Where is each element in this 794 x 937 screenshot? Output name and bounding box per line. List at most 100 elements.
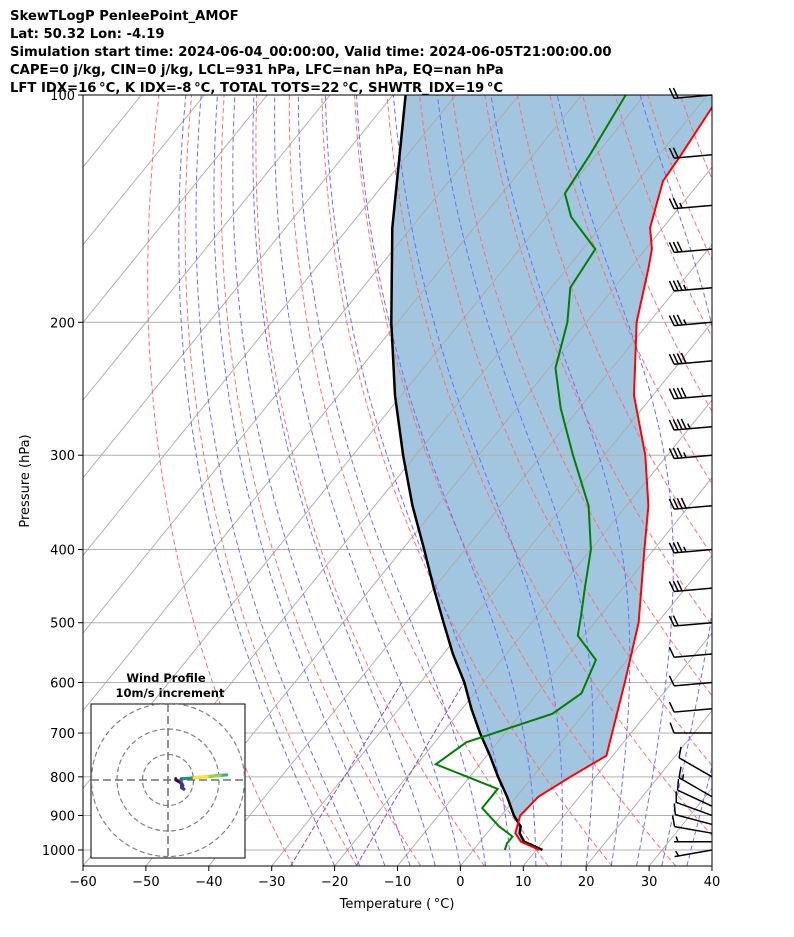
axis-ticks: −60 −50 −40 −30 −20 −10 0 10 20 30 40 1000 900 800 700… bbox=[42, 89, 720, 890]
barb-flag bbox=[672, 87, 679, 99]
barb-flag bbox=[668, 315, 675, 326]
dry-adiabat bbox=[549, 95, 712, 485]
barb-flag bbox=[671, 815, 676, 827]
barb-staff bbox=[674, 681, 713, 687]
barb-flag bbox=[673, 803, 677, 815]
barb-staff bbox=[674, 154, 713, 159]
barb-flag bbox=[668, 498, 675, 510]
barb-flag bbox=[676, 580, 683, 592]
barb-flag bbox=[680, 352, 687, 364]
x-tick-label: −60 bbox=[69, 875, 96, 890]
temperature-profile-line bbox=[514, 105, 712, 851]
wind-barb bbox=[668, 241, 713, 254]
y-tick-label: 200 bbox=[50, 316, 75, 331]
isotherm bbox=[648, 787, 712, 866]
barb-staff bbox=[674, 204, 713, 210]
barb-flag bbox=[668, 701, 675, 713]
barb-staff bbox=[678, 757, 713, 778]
dry-adiabat bbox=[516, 95, 712, 556]
isotherm bbox=[271, 321, 712, 866]
isotherm bbox=[83, 95, 457, 557]
wind-barb bbox=[676, 778, 713, 807]
barb-staff bbox=[674, 360, 713, 365]
moist-adiabat bbox=[556, 95, 674, 866]
wind-barb bbox=[668, 447, 713, 460]
profiles bbox=[390, 95, 712, 852]
isotherm bbox=[83, 95, 268, 324]
dewpoint-profile-line bbox=[433, 95, 627, 851]
x-tick-label: 30 bbox=[641, 875, 658, 890]
barb-flag bbox=[675, 850, 680, 857]
x-tick-label: −10 bbox=[384, 875, 411, 890]
wind-barb bbox=[673, 803, 713, 826]
barb-flag bbox=[675, 836, 679, 842]
barb-flag bbox=[683, 319, 687, 325]
wind-barb bbox=[668, 197, 713, 210]
barb-flag bbox=[672, 542, 679, 553]
barb-flag bbox=[668, 147, 675, 159]
moist-adiabat bbox=[324, 95, 512, 866]
barb-flag bbox=[672, 241, 679, 253]
wind-barb bbox=[668, 387, 713, 400]
y-tick-label: 800 bbox=[50, 771, 75, 786]
barb-flag bbox=[668, 448, 675, 459]
dry-adiabat bbox=[713, 95, 794, 866]
y-tick-label: 100 bbox=[50, 89, 75, 104]
cape-cin-shading bbox=[391, 95, 712, 850]
barb-staff bbox=[674, 708, 713, 713]
isotherm bbox=[208, 244, 712, 866]
barb-staff bbox=[674, 825, 713, 834]
barb-flag bbox=[672, 498, 679, 510]
barb-staff bbox=[674, 621, 713, 627]
isotherm bbox=[83, 95, 520, 634]
wind-barb bbox=[668, 701, 713, 713]
barb-staff bbox=[674, 653, 713, 659]
moist-adiabat bbox=[178, 95, 336, 866]
time-line: Simulation start time: 2024-06-04_00:00:… bbox=[10, 45, 612, 60]
hodograph-subtitle: 10m/s increment bbox=[116, 686, 225, 700]
barb-staff bbox=[675, 813, 713, 826]
isotherm bbox=[83, 95, 394, 479]
barb-flag bbox=[678, 746, 682, 758]
dry-adiabat bbox=[679, 95, 712, 181]
barb-flag bbox=[681, 774, 685, 780]
barb-flag bbox=[668, 353, 675, 365]
barb-staff bbox=[678, 777, 713, 798]
hodograph-segment bbox=[182, 776, 196, 781]
moist-adiabat bbox=[392, 95, 563, 866]
y-tick-label: 600 bbox=[50, 677, 75, 692]
barb-flag bbox=[683, 284, 687, 291]
barb-flag bbox=[668, 87, 675, 99]
header: SkewTLogP PenleePoint_AMOF Lat: 50.32 Lo… bbox=[10, 8, 612, 98]
barb-staff bbox=[674, 394, 713, 400]
barb-flag bbox=[680, 497, 687, 509]
wind-barb bbox=[668, 314, 713, 327]
moist-adiabat bbox=[686, 764, 712, 866]
dry-adiabat bbox=[745, 95, 794, 866]
y-tick-label: 1000 bbox=[42, 844, 75, 859]
x-tick-label: −40 bbox=[195, 875, 222, 890]
isotherm bbox=[711, 865, 712, 866]
mixing-ratio-line bbox=[290, 682, 403, 866]
isotherm bbox=[0, 95, 79, 866]
barb-flag bbox=[668, 542, 675, 554]
moist-adiabat bbox=[274, 95, 461, 866]
wind-barb bbox=[668, 352, 713, 365]
barb-flag bbox=[676, 241, 683, 253]
wind-barb bbox=[678, 746, 713, 778]
wind-barb bbox=[671, 815, 713, 834]
y-tick-label: 700 bbox=[50, 727, 75, 742]
dry-adiabat bbox=[419, 95, 712, 767]
wind-barb bbox=[678, 766, 713, 798]
barb-staff bbox=[674, 248, 713, 254]
wind-barb bbox=[668, 279, 713, 292]
moist-adiabat bbox=[490, 95, 631, 866]
x-tick-label: −50 bbox=[132, 875, 159, 890]
barb-staff bbox=[677, 789, 713, 807]
barb-flag bbox=[676, 541, 683, 553]
barb-staff bbox=[676, 801, 713, 817]
barb-flag bbox=[676, 314, 683, 326]
barb-flag bbox=[680, 418, 687, 430]
mixing-ratio-lines bbox=[290, 682, 465, 866]
dry-adiabat bbox=[220, 95, 422, 866]
